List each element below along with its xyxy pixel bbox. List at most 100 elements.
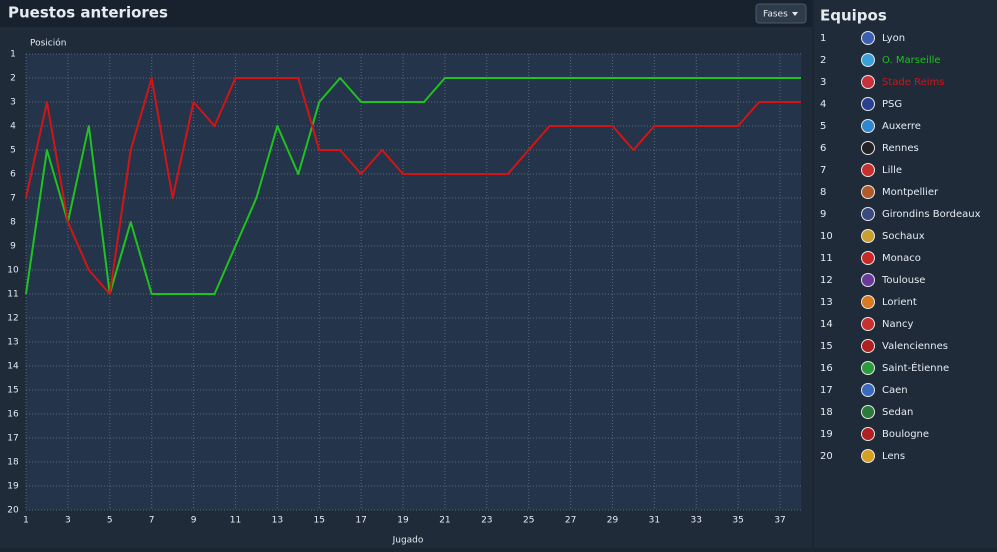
x-tick-label: 15: [314, 516, 325, 526]
team-position: 7: [820, 165, 826, 176]
team-name[interactable]: O. Marseille: [882, 55, 941, 66]
team-badge: [861, 53, 875, 67]
x-tick-label: 23: [481, 516, 492, 526]
team-position: 19: [820, 429, 833, 440]
team-name[interactable]: Saint-Étienne: [882, 361, 949, 374]
teams-title: Equipos: [820, 7, 887, 25]
y-tick-label: 1: [10, 50, 16, 60]
x-axis-label: Jugado: [392, 536, 424, 546]
team-name[interactable]: Toulouse: [881, 275, 925, 286]
fases-label[interactable]: Fases: [763, 10, 788, 20]
y-tick-label: 16: [7, 410, 19, 420]
fases-button[interactable]: [755, 3, 807, 24]
team-position: 4: [820, 99, 826, 110]
team-name[interactable]: Sochaux: [882, 231, 925, 242]
team-badge: [861, 361, 875, 375]
x-tick-label: 13: [272, 516, 283, 526]
team-badge: [861, 383, 875, 397]
y-tick-label: 11: [7, 290, 18, 300]
team-name[interactable]: Lyon: [882, 33, 905, 44]
team-badge: [861, 185, 875, 199]
team-badge: [861, 449, 875, 463]
team-badge: [861, 317, 875, 331]
team-position: 17: [820, 385, 833, 396]
dropdown-arrow: [792, 12, 798, 16]
team-name[interactable]: Valenciennes: [882, 341, 948, 352]
team-name[interactable]: Auxerre: [882, 121, 921, 132]
team-position: 18: [820, 407, 833, 418]
team-name[interactable]: Monaco: [882, 253, 921, 264]
team-name[interactable]: Rennes: [882, 143, 919, 154]
series-line: [25, 77, 801, 295]
x-tick-label: 7: [149, 516, 155, 526]
team-position: 20: [820, 451, 833, 462]
team-position: 8: [820, 187, 826, 198]
team-position: 16: [820, 363, 833, 374]
team-badge: [861, 163, 875, 177]
team-name[interactable]: Sedan: [882, 407, 913, 418]
team-position: 11: [820, 253, 833, 264]
x-tick-label: 9: [191, 516, 197, 526]
team-badge: [861, 141, 875, 155]
y-tick-label: 8: [10, 218, 16, 228]
team-badge: [861, 97, 875, 111]
y-tick-label: 7: [10, 194, 16, 204]
team-position: 13: [820, 297, 833, 308]
y-tick-label: 5: [10, 146, 16, 156]
x-tick-label: 25: [523, 516, 534, 526]
y-tick-label: 9: [10, 242, 16, 252]
team-badge: [861, 207, 875, 221]
y-tick-label: 14: [7, 362, 19, 372]
x-tick-label: 31: [649, 516, 660, 526]
x-tick-label: 17: [355, 516, 366, 526]
y-tick-label: 6: [10, 170, 16, 180]
y-tick-label: 13: [7, 338, 18, 348]
team-name[interactable]: Girondins Bordeaux: [882, 209, 981, 220]
page-title: Puestos anteriores: [8, 4, 168, 22]
header-bar: [0, 0, 812, 27]
team-position: 6: [820, 143, 826, 154]
team-badge: [861, 405, 875, 419]
x-tick-label: 11: [230, 516, 241, 526]
teams-panel: [814, 0, 997, 548]
team-name[interactable]: Stade Reims: [882, 77, 944, 88]
team-badge: [861, 251, 875, 265]
x-tick-label: 19: [397, 516, 409, 526]
team-position: 5: [820, 121, 826, 132]
team-name[interactable]: Lorient: [882, 297, 917, 308]
x-tick-label: 21: [439, 516, 450, 526]
team-position: 10: [820, 231, 833, 242]
team-position: 3: [820, 77, 826, 88]
team-badge: [861, 229, 875, 243]
team-name[interactable]: PSG: [882, 99, 902, 110]
team-position: 12: [820, 275, 833, 286]
y-tick-label: 2: [10, 74, 16, 84]
team-position: 2: [820, 55, 826, 66]
team-position: 1: [820, 33, 826, 44]
team-badge: [861, 427, 875, 441]
y-tick-label: 3: [10, 98, 16, 108]
x-tick-label: 1: [23, 516, 29, 526]
team-badge: [861, 31, 875, 45]
team-name[interactable]: Lens: [882, 451, 905, 462]
team-badge: [861, 273, 875, 287]
team-name[interactable]: Montpellier: [882, 187, 939, 198]
series-line: [25, 77, 801, 295]
y-tick-label: 17: [7, 434, 18, 444]
x-tick-label: 29: [607, 516, 619, 526]
team-position: 15: [820, 341, 833, 352]
x-tick-label: 35: [732, 516, 743, 526]
team-position: 14: [820, 319, 833, 330]
team-position: 9: [820, 209, 826, 220]
x-tick-label: 37: [774, 516, 785, 526]
team-name[interactable]: Nancy: [882, 319, 913, 330]
team-name[interactable]: Lille: [882, 165, 902, 176]
y-tick-label: 15: [7, 386, 18, 396]
y-tick-label: 4: [10, 122, 16, 132]
team-name[interactable]: Boulogne: [882, 429, 929, 440]
x-tick-label: 3: [65, 516, 71, 526]
x-tick-label: 5: [107, 516, 113, 526]
team-name[interactable]: Caen: [882, 385, 908, 396]
y-tick-label: 18: [7, 458, 19, 468]
